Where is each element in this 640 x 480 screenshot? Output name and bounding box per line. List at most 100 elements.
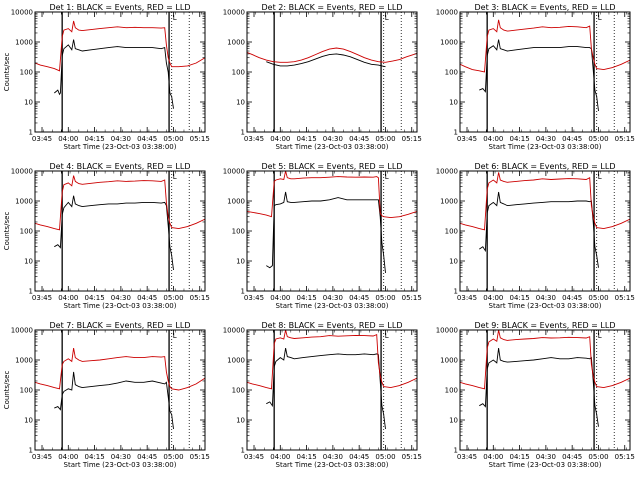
x-tick-label: 05:00 <box>588 453 608 461</box>
y-axis-label: Counts/sec <box>3 371 11 410</box>
y-tick-label: 1000 <box>15 39 33 47</box>
y-tick-label: 1000 <box>15 357 33 365</box>
y-tick-label: 10 <box>236 258 245 266</box>
panel-title: Det 6: BLACK = Events, RED = LLD <box>475 162 616 171</box>
x-tick-label: 04:00 <box>483 294 503 302</box>
series-events-line <box>266 53 386 68</box>
marker-label: L <box>385 332 389 340</box>
y-tick-label: 100 <box>20 228 33 236</box>
x-tick-label: 04:00 <box>58 294 78 302</box>
y-tick-label: 1 <box>29 129 33 137</box>
panel-det-5: 1 10 100 1000 10000 03:45 04:00 04:15 04:30 04:45… <box>223 162 422 310</box>
panel-det-1: 1 10 100 1000 10000 03:45 04:00 04:15 04:30 04:45… <box>3 3 210 151</box>
y-tick-label: 10000 <box>223 327 245 335</box>
series-lld-line <box>460 330 630 390</box>
y-tick-label: 100 <box>445 228 458 236</box>
x-tick-label: 04:45 <box>562 294 582 302</box>
x-tick-label: 04:15 <box>296 294 316 302</box>
x-tick-label: 04:45 <box>562 453 582 461</box>
y-tick-label: 1000 <box>227 39 245 47</box>
series-lld-line <box>460 19 630 73</box>
x-tick-label: 04:00 <box>58 135 78 143</box>
x-axis-label: Start Time (23-Oct-03 03:38:00) <box>489 143 602 151</box>
x-tick-label: 04:45 <box>137 135 157 143</box>
y-tick-label: 1 <box>29 288 33 296</box>
panel-det-4: 1 10 100 1000 10000 03:45 04:00 04:15 04:30 04:45… <box>3 162 210 310</box>
x-tick-label: 03:45 <box>32 453 52 461</box>
y-tick-label: 1 <box>241 288 245 296</box>
x-tick-label: 04:30 <box>111 135 131 143</box>
y-tick-label: 10000 <box>11 168 33 176</box>
x-tick-label: 04:15 <box>296 453 316 461</box>
marker-label: L <box>173 14 177 22</box>
x-tick-label: 05:15 <box>615 453 635 461</box>
panel-title: Det 5: BLACK = Events, RED = LLD <box>262 162 403 171</box>
panel-det-2: 1 10 100 1000 10000 03:45 04:00 04:15 04:30 04:45… <box>223 3 422 151</box>
panel-det-7: 1 10 100 1000 10000 03:45 04:00 04:15 04:30 04:45… <box>3 321 210 469</box>
y-tick-label: 1000 <box>15 198 33 206</box>
y-tick-label: 1 <box>454 447 458 455</box>
series-events-line <box>54 39 174 109</box>
y-axis-label: Counts/sec <box>3 53 11 92</box>
series-lld-line <box>247 171 417 219</box>
series-events-line <box>479 39 599 112</box>
x-tick-label: 04:45 <box>349 294 369 302</box>
y-tick-label: 10 <box>24 99 33 107</box>
x-tick-label: 03:45 <box>457 135 477 143</box>
plot-frame <box>246 170 418 292</box>
plot-frame <box>34 170 206 292</box>
panel-det-3: 1 10 100 1000 10000 03:45 04:00 04:15 04:30 04:45… <box>436 3 635 151</box>
marker-label: L <box>598 173 602 181</box>
x-tick-label: 04:15 <box>509 135 529 143</box>
y-tick-label: 10 <box>236 99 245 107</box>
x-tick-label: 04:45 <box>137 453 157 461</box>
y-tick-label: 1000 <box>440 198 458 206</box>
y-tick-label: 10000 <box>11 327 33 335</box>
x-tick-label: 04:00 <box>483 453 503 461</box>
panel-title: Det 7: BLACK = Events, RED = LLD <box>50 321 191 330</box>
panel-title: Det 2: BLACK = Events, RED = LLD <box>262 3 403 12</box>
x-tick-label: 05:15 <box>402 135 422 143</box>
x-tick-label: 04:30 <box>536 453 556 461</box>
series-lld-line <box>35 348 205 391</box>
x-tick-label: 05:00 <box>163 294 183 302</box>
panel-det-9: 1 10 100 1000 10000 03:45 04:00 04:15 04:30 04:45… <box>436 321 635 469</box>
series-events-line <box>479 348 599 427</box>
x-tick-label: 04:30 <box>536 135 556 143</box>
panel-title: Det 1: BLACK = Events, RED = LLD <box>50 3 191 12</box>
y-tick-label: 100 <box>445 387 458 395</box>
x-tick-label: 03:45 <box>457 294 477 302</box>
x-tick-label: 04:00 <box>270 294 290 302</box>
series-events-line <box>266 348 386 430</box>
x-tick-label: 05:00 <box>375 453 395 461</box>
y-tick-label: 100 <box>232 228 245 236</box>
x-tick-label: 03:45 <box>32 135 52 143</box>
panel-det-6: 1 10 100 1000 10000 03:45 04:00 04:15 04:30 04:45… <box>436 162 635 310</box>
series-events-line <box>54 195 174 271</box>
x-tick-label: 05:00 <box>588 135 608 143</box>
x-tick-label: 04:15 <box>84 294 104 302</box>
y-tick-label: 1 <box>241 129 245 137</box>
y-tick-label: 100 <box>445 69 458 77</box>
y-tick-label: 1000 <box>440 39 458 47</box>
x-tick-label: 05:15 <box>402 294 422 302</box>
marker-label: L <box>598 332 602 340</box>
x-tick-label: 04:15 <box>509 453 529 461</box>
x-tick-label: 05:15 <box>615 135 635 143</box>
x-tick-label: 04:15 <box>84 135 104 143</box>
y-tick-label: 10 <box>24 258 33 266</box>
x-tick-label: 04:00 <box>270 135 290 143</box>
y-tick-label: 1 <box>454 288 458 296</box>
x-tick-label: 05:00 <box>588 294 608 302</box>
x-tick-label: 05:15 <box>190 294 210 302</box>
x-tick-label: 04:00 <box>58 453 78 461</box>
marker-label: L <box>173 332 177 340</box>
x-tick-label: 04:00 <box>270 453 290 461</box>
x-tick-label: 05:15 <box>190 453 210 461</box>
x-axis-label: Start Time (23-Oct-03 03:38:00) <box>276 302 389 310</box>
plot-frame <box>459 170 631 292</box>
marker-label: L <box>173 173 177 181</box>
x-tick-label: 05:00 <box>375 294 395 302</box>
panel-title: Det 8: BLACK = Events, RED = LLD <box>262 321 403 330</box>
x-tick-label: 04:30 <box>323 135 343 143</box>
